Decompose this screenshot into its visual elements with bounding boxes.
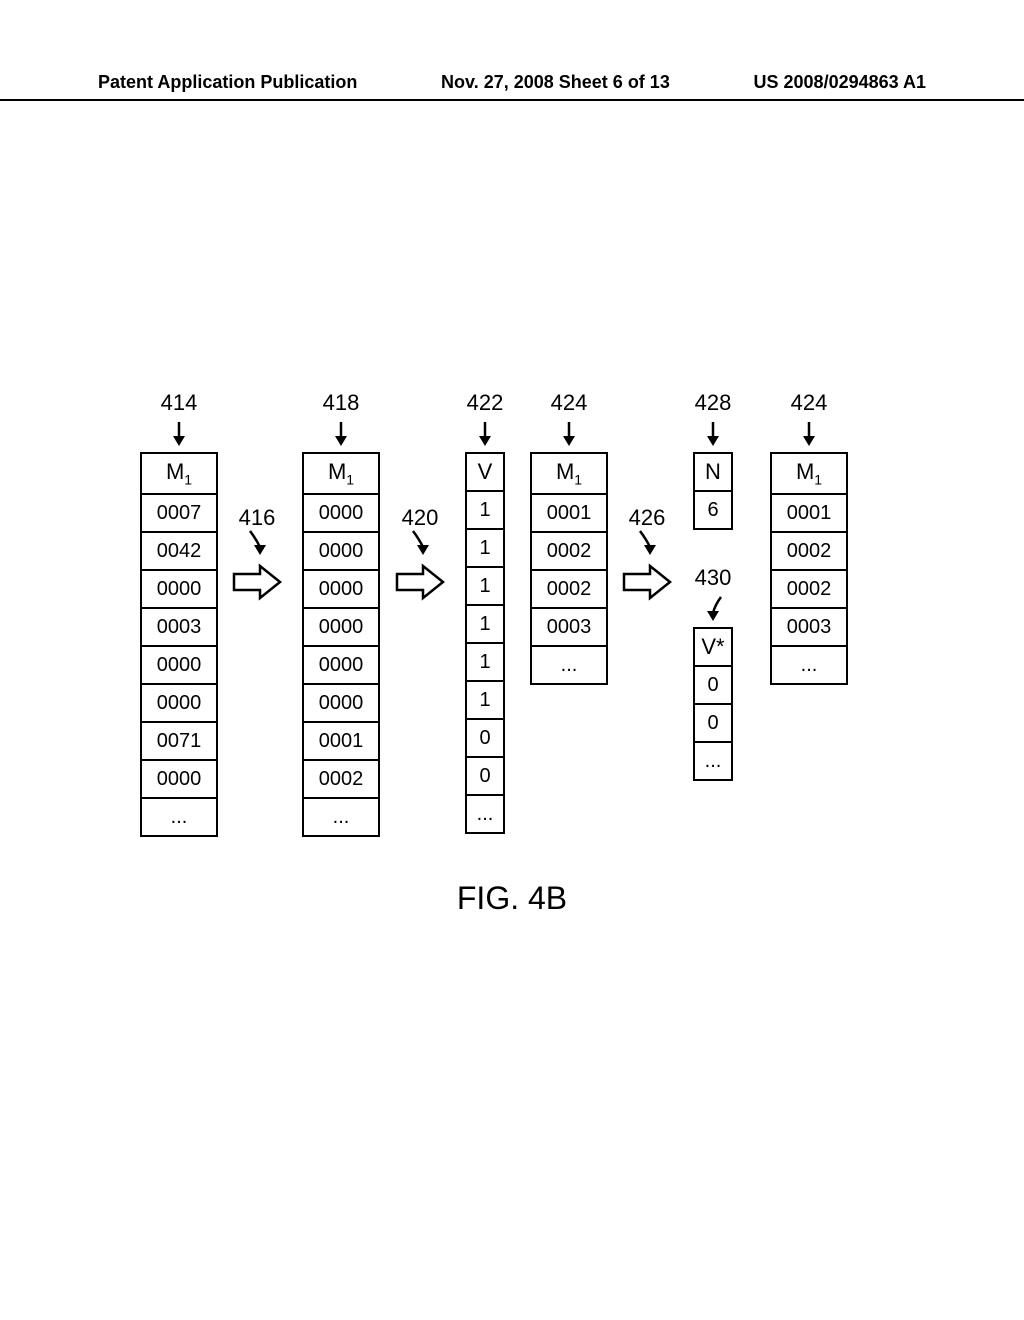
data-cell: 0002 — [532, 533, 606, 571]
header-center: Nov. 27, 2008 Sheet 6 of 13 — [441, 72, 670, 93]
data-column: 422 V11111100... — [465, 390, 505, 834]
data-column: 418 M100000000000000000000000000010002..… — [302, 390, 380, 837]
data-cell: 6 — [695, 492, 731, 528]
data-column: 428 N6 — [693, 390, 733, 530]
column-cells: N6 — [693, 452, 733, 530]
data-cell: 0 — [695, 667, 731, 705]
column-header-cell: M1 — [532, 454, 606, 495]
flow-arrow-ref-label: 420 — [393, 505, 447, 531]
data-cell: 0002 — [304, 761, 378, 799]
flow-arrow-pointer — [405, 529, 435, 560]
data-cell: 0071 — [142, 723, 216, 761]
data-cell: ... — [772, 647, 846, 683]
page-header: Patent Application Publication Nov. 27, … — [0, 72, 1024, 101]
flow-arrow — [620, 562, 674, 607]
data-cell: 0 — [695, 705, 731, 743]
data-cell: ... — [304, 799, 378, 835]
ref-pointer-icon — [242, 529, 272, 555]
data-cell: 0001 — [532, 495, 606, 533]
data-column-secondary: 430 V*00... — [693, 565, 733, 781]
column-header-cell: V — [467, 454, 503, 492]
figure-caption: FIG. 4B — [0, 880, 1024, 917]
data-cell: 0001 — [304, 723, 378, 761]
data-cell: 0002 — [772, 533, 846, 571]
flow-arrow-ref-label: 416 — [230, 505, 284, 531]
ref-pointer-icon — [632, 529, 662, 555]
data-cell: 0003 — [142, 609, 216, 647]
data-cell: 1 — [467, 530, 503, 568]
data-cell: 0002 — [532, 571, 606, 609]
data-cell: ... — [695, 743, 731, 779]
data-cell: 1 — [467, 568, 503, 606]
ref-pointer-icon — [693, 595, 733, 621]
ref-pointer-icon — [530, 420, 608, 446]
data-cell: 1 — [467, 606, 503, 644]
flow-arrow-icon — [230, 562, 284, 602]
ref-pointer-icon — [693, 420, 733, 446]
data-cell: 0007 — [142, 495, 216, 533]
data-cell: 0002 — [772, 571, 846, 609]
column-cells: V11111100... — [465, 452, 505, 834]
column-header-cell: M1 — [304, 454, 378, 495]
data-cell: 0 — [467, 758, 503, 796]
ref-pointer-icon — [770, 420, 848, 446]
data-cell: 0000 — [304, 685, 378, 723]
data-cell: 1 — [467, 492, 503, 530]
data-cell: 0003 — [532, 609, 606, 647]
data-cell: ... — [532, 647, 606, 683]
column-ref-label: 424 — [530, 390, 608, 416]
column-ref-label: 418 — [302, 390, 380, 416]
column-cells: M100070042000000030000000000710000... — [140, 452, 218, 837]
ref-pointer-icon — [405, 529, 435, 555]
data-cell: 0 — [467, 720, 503, 758]
column-header-cell: N — [695, 454, 731, 492]
data-column: 424 M10001000200020003... — [530, 390, 608, 685]
column-cells: V*00... — [693, 627, 733, 781]
column-header-cell: M1 — [142, 454, 216, 495]
column-header-cell: M1 — [772, 454, 846, 495]
data-cell: 0000 — [142, 571, 216, 609]
data-cell: ... — [467, 796, 503, 832]
data-cell: 0000 — [142, 647, 216, 685]
data-cell: 1 — [467, 644, 503, 682]
column-header-cell: V* — [695, 629, 731, 667]
data-cell: 0000 — [142, 761, 216, 799]
data-cell: 0000 — [304, 609, 378, 647]
flow-arrow-pointer — [632, 529, 662, 560]
data-cell: 0000 — [142, 685, 216, 723]
data-cell: 0000 — [304, 571, 378, 609]
header-right: US 2008/0294863 A1 — [754, 72, 926, 93]
flow-arrow-ref-label: 426 — [620, 505, 674, 531]
column-ref-label: 428 — [693, 390, 733, 416]
data-cell: 1 — [467, 682, 503, 720]
ref-pointer-icon — [302, 420, 380, 446]
column-cells: M10001000200020003... — [770, 452, 848, 685]
flow-arrow — [393, 562, 447, 607]
column-ref-label: 430 — [693, 565, 733, 591]
data-column: 424 M10001000200020003... — [770, 390, 848, 685]
data-cell: ... — [142, 799, 216, 835]
data-cell: 0000 — [304, 533, 378, 571]
flow-arrow-icon — [393, 562, 447, 602]
data-cell: 0003 — [772, 609, 846, 647]
data-column: 414 M100070042000000030000000000710000..… — [140, 390, 218, 837]
column-ref-label: 422 — [465, 390, 505, 416]
column-ref-label: 414 — [140, 390, 218, 416]
ref-pointer-icon — [465, 420, 505, 446]
flow-arrow-icon — [620, 562, 674, 602]
data-cell: 0000 — [304, 495, 378, 533]
flow-arrow — [230, 562, 284, 607]
column-cells: M100000000000000000000000000010002... — [302, 452, 380, 837]
header-left: Patent Application Publication — [98, 72, 357, 93]
column-ref-label: 424 — [770, 390, 848, 416]
column-cells: M10001000200020003... — [530, 452, 608, 685]
data-cell: 0042 — [142, 533, 216, 571]
data-cell: 0000 — [304, 647, 378, 685]
data-cell: 0001 — [772, 495, 846, 533]
flow-arrow-pointer — [242, 529, 272, 560]
ref-pointer-icon — [140, 420, 218, 446]
